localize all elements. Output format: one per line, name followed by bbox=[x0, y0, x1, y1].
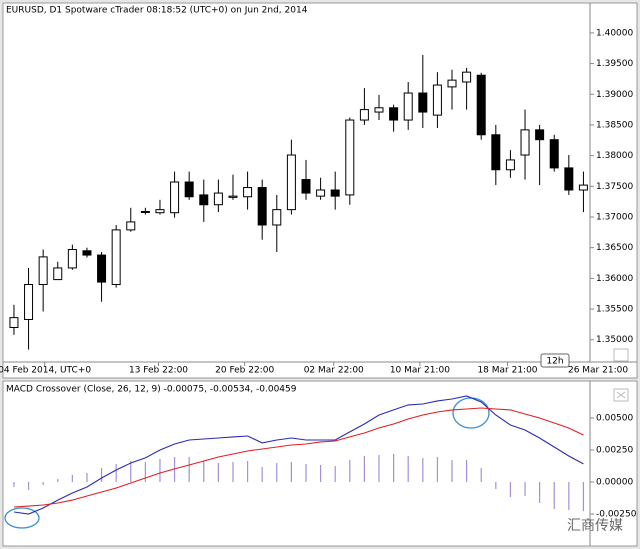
candle-body bbox=[126, 221, 136, 231]
y-tick-label: 0.00500 bbox=[596, 413, 633, 423]
candle-body bbox=[432, 84, 442, 116]
candle-body bbox=[447, 79, 457, 88]
y-tick-label: 1.36500 bbox=[596, 243, 633, 253]
candle-body bbox=[535, 129, 545, 141]
watermark: 汇商传媒 bbox=[567, 518, 623, 534]
chart-title: EURUSD, D1 Spotware cTrader 08:18:52 (UT… bbox=[6, 6, 308, 16]
candle-body bbox=[140, 210, 150, 213]
candle-body bbox=[272, 209, 282, 226]
x-tick-label: 20 Feb 22:00 bbox=[215, 366, 274, 376]
candle-body bbox=[228, 195, 238, 198]
y-tick-label: 1.39500 bbox=[596, 59, 633, 69]
candle-body bbox=[316, 189, 326, 197]
x-tick-label: 13 Feb 22:00 bbox=[129, 366, 188, 376]
y-tick-label: 1.38500 bbox=[596, 120, 633, 130]
candle-body bbox=[462, 71, 472, 83]
x-tick-label: 10 Mar 21:00 bbox=[390, 366, 450, 376]
candle-body bbox=[170, 181, 180, 214]
candle-body bbox=[301, 179, 311, 194]
candle-body bbox=[155, 209, 165, 214]
candle-body bbox=[549, 139, 559, 169]
candle-body bbox=[418, 92, 428, 113]
y-tick-label: 1.38000 bbox=[596, 151, 633, 161]
candle-body bbox=[359, 109, 369, 121]
candle-body bbox=[578, 184, 588, 191]
close-x bbox=[616, 391, 626, 399]
candle-body bbox=[520, 129, 530, 156]
y-tick-label: -0.00250 bbox=[596, 510, 637, 520]
candle-body bbox=[111, 229, 121, 286]
y-tick-label: 1.40000 bbox=[596, 28, 633, 38]
x-tick-label: 18 Mar 21:00 bbox=[477, 366, 537, 376]
candle-body bbox=[199, 194, 209, 206]
x-tick-label: 02 Mar 22:00 bbox=[304, 366, 364, 376]
macd-line bbox=[13, 407, 584, 508]
candle-body bbox=[213, 192, 223, 206]
crossover-circle bbox=[4, 507, 40, 529]
candle-body bbox=[403, 92, 413, 121]
close-icon[interactable] bbox=[613, 388, 629, 402]
candle-body bbox=[24, 284, 34, 320]
candle-body bbox=[564, 167, 574, 191]
candle-body bbox=[38, 256, 48, 286]
candle-body bbox=[286, 154, 296, 211]
candle-body bbox=[184, 181, 194, 198]
zoom-icon[interactable] bbox=[613, 348, 629, 362]
timeframe-label[interactable]: 12h bbox=[546, 357, 563, 367]
candle-body bbox=[476, 74, 486, 136]
x-tick-label: 26 Mar 21:00 bbox=[568, 366, 628, 376]
candle-body bbox=[257, 187, 267, 226]
y-tick-label: 0.00000 bbox=[596, 477, 633, 487]
macd-panel bbox=[2, 380, 638, 547]
candle-body bbox=[374, 107, 384, 113]
timeframe-box[interactable] bbox=[540, 353, 570, 368]
y-tick-label: 1.35000 bbox=[596, 335, 633, 345]
y-tick-label: 1.35500 bbox=[596, 305, 633, 315]
y-tick-label: 1.37500 bbox=[596, 182, 633, 192]
y-tick-label: 1.37000 bbox=[596, 213, 633, 223]
candle-body bbox=[53, 267, 63, 281]
y-tick-label: 0.00250 bbox=[596, 445, 633, 455]
candle-body bbox=[82, 250, 92, 256]
y-tick-label: 1.39000 bbox=[596, 90, 633, 100]
candle-body bbox=[330, 189, 340, 197]
candle-body bbox=[67, 249, 77, 269]
candle-body bbox=[9, 317, 19, 328]
candle-body bbox=[505, 159, 515, 171]
candle-body bbox=[491, 134, 501, 171]
candle-body bbox=[97, 254, 107, 283]
y-tick-label: 1.36000 bbox=[596, 274, 633, 284]
candle-body bbox=[389, 107, 399, 121]
macd-title: MACD Crossover (Close, 26, 12, 9) -0.000… bbox=[6, 385, 297, 395]
candle-body bbox=[345, 119, 355, 196]
x-tick-label: 04 Feb 2014, UTC+0 bbox=[0, 366, 91, 376]
candle-body bbox=[243, 187, 253, 198]
